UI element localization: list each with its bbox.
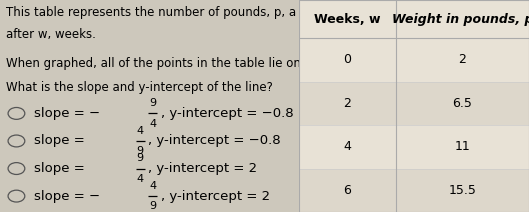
- Bar: [299, 38, 529, 82]
- Text: 9: 9: [149, 98, 156, 108]
- Text: 9: 9: [136, 146, 144, 156]
- Text: 9: 9: [149, 201, 156, 211]
- Text: 9: 9: [136, 153, 144, 163]
- Text: Weight in pounds, p: Weight in pounds, p: [391, 13, 529, 26]
- Text: 11: 11: [454, 140, 470, 153]
- Text: 4: 4: [136, 126, 144, 136]
- Text: , y-intercept = −0.8: , y-intercept = −0.8: [161, 107, 294, 120]
- Text: slope = −: slope = −: [34, 190, 101, 203]
- Text: slope =: slope =: [34, 134, 89, 148]
- Text: Weeks, w: Weeks, w: [314, 13, 380, 26]
- Text: 2: 2: [343, 97, 351, 110]
- Text: , y-intercept = 2: , y-intercept = 2: [148, 162, 258, 175]
- Bar: [299, 125, 529, 169]
- Text: What is the slope and y-intercept of the line?: What is the slope and y-intercept of the…: [6, 81, 273, 93]
- Text: 15.5: 15.5: [449, 184, 476, 197]
- Text: This table represents the number of pounds, p, a puppy grows: This table represents the number of poun…: [6, 6, 376, 19]
- Text: , y-intercept = −0.8: , y-intercept = −0.8: [148, 134, 281, 148]
- Text: , y-intercept = 2: , y-intercept = 2: [161, 190, 270, 203]
- Bar: [299, 82, 529, 125]
- Text: 6: 6: [343, 184, 351, 197]
- Text: 4: 4: [149, 181, 156, 191]
- Text: after w, weeks.: after w, weeks.: [6, 28, 96, 40]
- Text: 4: 4: [343, 140, 351, 153]
- Text: 2: 2: [458, 53, 466, 66]
- Text: 0: 0: [343, 53, 351, 66]
- Text: When graphed, all of the points in the table lie on the same line.: When graphed, all of the points in the t…: [6, 57, 389, 70]
- Text: slope =: slope =: [34, 162, 89, 175]
- Text: slope = −: slope = −: [34, 107, 101, 120]
- Text: 4: 4: [136, 174, 144, 184]
- Text: 6.5: 6.5: [452, 97, 472, 110]
- Bar: [299, 169, 529, 212]
- Bar: [299, 0, 529, 38]
- Text: 4: 4: [149, 119, 156, 129]
